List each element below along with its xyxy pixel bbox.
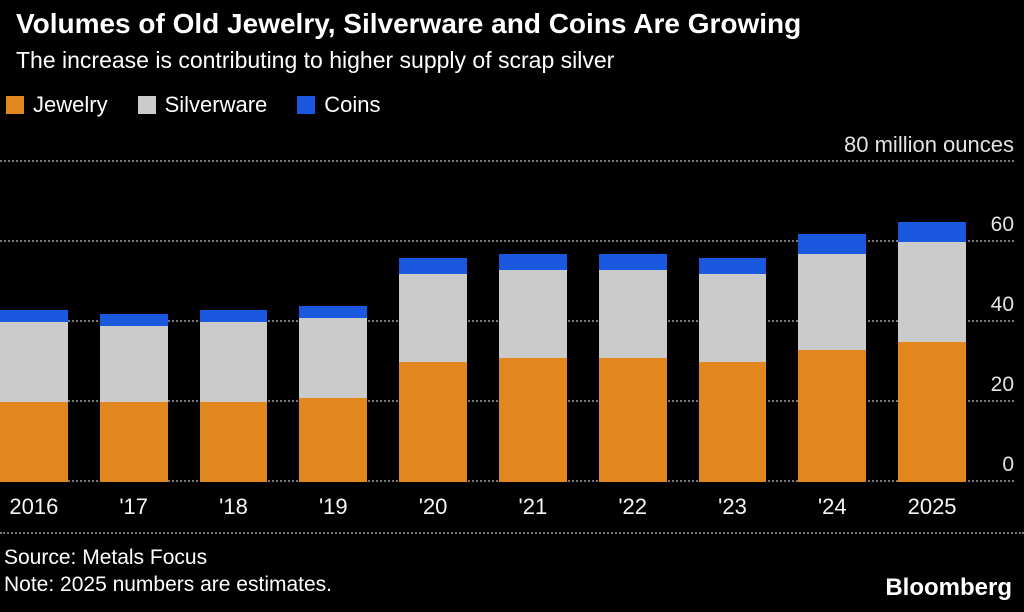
jewelry-segment bbox=[498, 358, 567, 482]
silverware-segment bbox=[898, 242, 966, 342]
coins-segment bbox=[0, 310, 68, 322]
silverware-segment bbox=[99, 326, 168, 402]
bloomberg-logo: Bloomberg bbox=[885, 574, 1012, 601]
x-label-22: '22 bbox=[618, 494, 648, 519]
bar-17 bbox=[99, 314, 168, 482]
note-text: Note: 2025 numbers are estimates. bbox=[4, 573, 333, 596]
coins-segment bbox=[199, 310, 268, 322]
legend-item-coins: Coins bbox=[297, 92, 381, 118]
jewelry-segment bbox=[399, 362, 467, 482]
y-tick-20: 20 bbox=[990, 373, 1014, 396]
coins-segment bbox=[598, 254, 667, 270]
silverware-segment bbox=[299, 318, 368, 398]
bar-18 bbox=[199, 310, 268, 482]
jewelry-swatch-icon bbox=[6, 96, 24, 114]
coins-swatch-icon bbox=[297, 96, 316, 114]
bar-2016 bbox=[0, 310, 68, 482]
gridline-80 bbox=[0, 160, 1014, 162]
bar-24 bbox=[798, 234, 867, 482]
coins-segment bbox=[99, 314, 168, 326]
x-label-24: '24 bbox=[817, 494, 847, 519]
bottom-separator-line bbox=[0, 532, 1024, 534]
coins-segment bbox=[898, 222, 966, 242]
y-tick-0: 0 bbox=[1002, 453, 1014, 476]
y-tick-40: 40 bbox=[990, 293, 1014, 316]
x-axis-labels: 2016 '17 '18 '19 '20 '21 '22 '23 '24 2025 bbox=[0, 494, 966, 520]
legend-label-silverware: Silverware bbox=[164, 92, 268, 117]
jewelry-segment bbox=[698, 362, 767, 482]
bar-19 bbox=[299, 306, 368, 482]
stacked-bar-chart: 0 20 40 60 bbox=[0, 160, 1024, 482]
chart-subtitle: The increase is contributing to higher s… bbox=[16, 47, 615, 73]
x-label-2016: 2016 bbox=[9, 494, 59, 519]
silverware-segment bbox=[399, 274, 467, 362]
x-label-20: '20 bbox=[418, 494, 448, 519]
coins-segment bbox=[798, 234, 867, 254]
silverware-segment bbox=[498, 270, 567, 358]
silverware-swatch-icon bbox=[137, 96, 156, 114]
bar-23 bbox=[698, 258, 767, 482]
y-axis-unit-label: 80 million ounces bbox=[844, 132, 1014, 157]
coins-segment bbox=[299, 306, 368, 318]
bar-22 bbox=[598, 254, 667, 482]
jewelry-segment bbox=[199, 402, 268, 482]
coins-segment bbox=[399, 258, 467, 274]
legend-item-silverware: Silverware bbox=[137, 92, 268, 118]
jewelry-segment bbox=[598, 358, 667, 482]
legend-label-coins: Coins bbox=[324, 92, 381, 117]
silverware-segment bbox=[0, 322, 68, 402]
jewelry-segment bbox=[99, 402, 168, 482]
jewelry-segment bbox=[0, 402, 68, 482]
gridline-60 bbox=[0, 240, 1014, 242]
x-label-18: '18 bbox=[219, 494, 248, 519]
legend: Jewelry Silverware Coins bbox=[0, 74, 1024, 118]
silverware-segment bbox=[698, 274, 767, 362]
footer: Source: Metals Focus Note: 2025 numbers … bbox=[0, 534, 1024, 598]
bars-group bbox=[0, 162, 966, 482]
x-label-19: '19 bbox=[318, 494, 348, 519]
x-label-23: '23 bbox=[718, 494, 747, 519]
bar-20 bbox=[399, 258, 467, 482]
silverware-segment bbox=[598, 270, 667, 358]
bar-2025 bbox=[898, 222, 966, 482]
coins-segment bbox=[698, 258, 767, 274]
legend-label-jewelry: Jewelry bbox=[33, 92, 108, 117]
x-label-2025: 2025 bbox=[907, 494, 957, 519]
jewelry-segment bbox=[798, 350, 867, 482]
silverware-segment bbox=[199, 322, 268, 402]
jewelry-segment bbox=[299, 398, 368, 482]
chart-title: Volumes of Old Jewelry, Silverware and C… bbox=[16, 8, 802, 39]
x-label-17: '17 bbox=[119, 494, 149, 519]
legend-item-jewelry: Jewelry bbox=[6, 92, 108, 118]
x-label-21: '21 bbox=[518, 494, 548, 519]
silverware-segment bbox=[798, 254, 867, 350]
coins-segment bbox=[498, 254, 567, 270]
y-tick-60: 60 bbox=[990, 213, 1014, 236]
source-text: Source: Metals Focus bbox=[4, 546, 208, 569]
bar-21 bbox=[498, 254, 567, 482]
jewelry-segment bbox=[898, 342, 966, 482]
